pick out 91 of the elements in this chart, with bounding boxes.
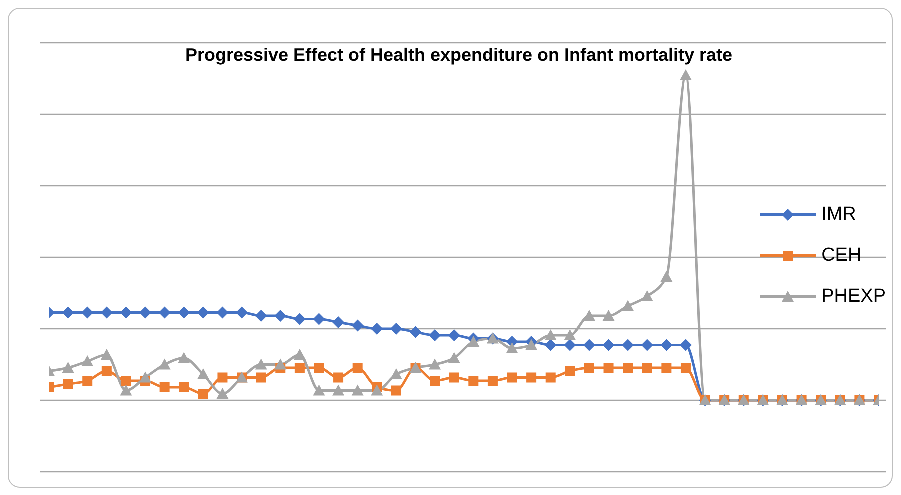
point: [680, 363, 691, 373]
point: [216, 306, 229, 319]
point: [429, 330, 442, 342]
point: [62, 306, 74, 319]
point: [583, 310, 596, 321]
point: [584, 363, 594, 373]
point: [680, 339, 692, 352]
point: [255, 358, 268, 370]
point: [544, 339, 557, 352]
point: [179, 382, 190, 392]
point: [82, 376, 93, 386]
point: [102, 366, 112, 376]
point: [410, 326, 422, 338]
point: [197, 368, 210, 380]
point: [332, 316, 345, 328]
point: [294, 313, 306, 326]
point: [140, 306, 152, 319]
point: [371, 323, 384, 335]
point: [468, 336, 480, 347]
point: [121, 376, 132, 386]
point: [526, 339, 538, 350]
point: [218, 372, 228, 383]
point: [313, 384, 326, 396]
point: [63, 379, 74, 390]
point: [178, 306, 190, 319]
legend-label: IMR: [822, 204, 856, 226]
point: [178, 352, 190, 364]
point: [332, 384, 345, 396]
point: [352, 363, 363, 373]
point: [352, 384, 364, 396]
point: [198, 389, 208, 399]
point: [294, 349, 306, 360]
point: [120, 384, 132, 396]
point: [623, 363, 634, 373]
point: [314, 363, 324, 373]
point: [622, 339, 634, 352]
point: [448, 352, 460, 364]
point: [448, 330, 460, 342]
point: [100, 306, 113, 319]
point: [602, 310, 615, 321]
point: [506, 342, 518, 354]
point: [564, 330, 576, 340]
point: [82, 306, 94, 319]
point: [82, 356, 94, 366]
point: [236, 306, 248, 319]
point: [641, 290, 654, 302]
legend-label: PHEXP: [822, 286, 886, 308]
point: [197, 306, 210, 319]
point: [526, 372, 537, 383]
point: [449, 372, 460, 383]
point: [680, 70, 692, 80]
point: [488, 376, 498, 386]
point: [622, 300, 634, 312]
point: [274, 310, 287, 322]
point: [334, 372, 344, 383]
point: [583, 339, 596, 352]
point: [544, 330, 557, 340]
point: [256, 372, 266, 383]
legend-label: CEH: [822, 245, 862, 267]
point: [602, 339, 615, 352]
point: [546, 372, 556, 383]
point: [565, 366, 576, 376]
point: [120, 306, 132, 319]
point: [294, 363, 305, 373]
point: [564, 339, 576, 352]
point: [390, 323, 402, 335]
point: [660, 339, 673, 352]
point: [216, 388, 229, 399]
point: [158, 306, 171, 319]
point: [662, 363, 672, 373]
point: [352, 320, 364, 332]
point: [468, 376, 479, 386]
point: [313, 313, 326, 326]
point: [158, 358, 171, 370]
point: [160, 382, 170, 392]
chart-title: Progressive Effect of Health expenditure on Infant mortality rate: [184, 44, 734, 67]
point: [430, 376, 440, 386]
point: [255, 310, 268, 322]
point: [274, 358, 287, 370]
point: [100, 349, 113, 360]
point: [429, 358, 442, 370]
point: [140, 372, 152, 383]
point: [62, 362, 74, 373]
point: [371, 384, 384, 396]
point: [660, 271, 673, 282]
point: [642, 363, 652, 373]
point: [604, 363, 614, 373]
point: [390, 368, 402, 380]
point: [507, 372, 518, 383]
point: [641, 339, 654, 352]
point: [391, 386, 402, 396]
